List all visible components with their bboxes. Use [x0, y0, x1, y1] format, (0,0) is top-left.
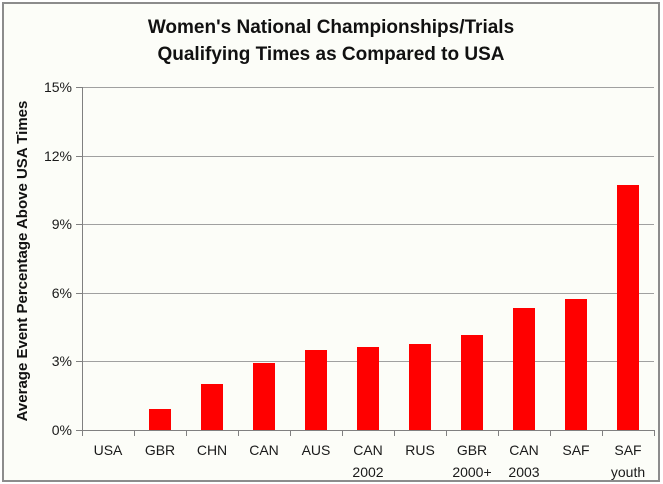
x-label-chn: CHN	[196, 442, 228, 458]
bar-rus	[409, 344, 431, 430]
x-axis-tick-9	[550, 431, 551, 436]
y-tick-label-12%: 12%	[43, 148, 72, 164]
gridline-6%	[82, 293, 654, 294]
x-axis-tick-5	[342, 431, 343, 436]
y-axis-line	[82, 87, 83, 430]
bar-can-2003	[513, 308, 535, 430]
y-axis-tick-3%	[76, 361, 82, 362]
x-axis-tick-2	[186, 431, 187, 436]
x-axis-tick-8	[498, 431, 499, 436]
x-label-can-2002: CAN 2002	[352, 442, 384, 480]
gridline-15%	[82, 87, 654, 88]
x-axis-tick-4	[290, 431, 291, 436]
chart-title-line-2: Qualifying Times as Compared to USA	[157, 44, 505, 65]
y-tick-label-3%: 3%	[51, 353, 72, 369]
x-axis-line	[82, 430, 655, 431]
bar-gbr	[149, 409, 171, 430]
y-axis-tick-12%	[76, 156, 82, 157]
x-axis-tick-1	[134, 431, 135, 436]
y-tick-label-15%: 15%	[43, 79, 72, 95]
y-axis-tick-0%	[76, 430, 82, 431]
x-label-can-2003: CAN 2003	[508, 442, 540, 480]
x-axis-tick-3	[238, 431, 239, 436]
bar-can-2002	[357, 347, 379, 430]
x-label-rus: RUS	[405, 442, 435, 458]
y-axis-tick-9%	[76, 224, 82, 225]
bar-chn	[201, 384, 223, 430]
x-axis-tick-7	[446, 431, 447, 436]
bar-saf	[565, 299, 587, 430]
bar-gbr-2000+	[461, 335, 483, 430]
chart-title-line-1: Women's National Championships/Trials	[147, 17, 515, 38]
x-axis-tick-6	[394, 431, 395, 436]
x-label-gbr: GBR	[144, 442, 176, 458]
x-label-saf: SAF	[562, 442, 590, 458]
x-label-saf-youth: SAF youth	[610, 442, 646, 480]
bar-can	[253, 363, 275, 430]
bar-aus	[305, 350, 327, 430]
x-label-can: CAN	[249, 442, 279, 458]
bar-chart: Women's National Championships/Trials Qu…	[4, 4, 658, 480]
bar-saf-youth	[617, 185, 639, 430]
gridline-12%	[82, 156, 654, 157]
y-axis-title: Average Event Percentage Above USA Times	[14, 100, 31, 422]
y-tick-label-0%: 0%	[51, 422, 72, 438]
chart-title: Women's National Championships/Trials Qu…	[4, 14, 658, 68]
y-axis-tick-15%	[76, 87, 82, 88]
x-axis-tick-10	[602, 431, 603, 436]
x-axis-tick-0	[82, 431, 83, 436]
y-tick-label-6%: 6%	[51, 285, 72, 301]
x-label-gbr-2000+: GBR 2000+	[452, 442, 492, 480]
y-axis-tick-6%	[76, 293, 82, 294]
x-label-aus: AUS	[301, 442, 331, 458]
x-label-usa: USA	[93, 442, 123, 458]
x-axis-tick-11	[654, 431, 655, 436]
gridline-9%	[82, 224, 654, 225]
y-tick-label-9%: 9%	[51, 216, 72, 232]
